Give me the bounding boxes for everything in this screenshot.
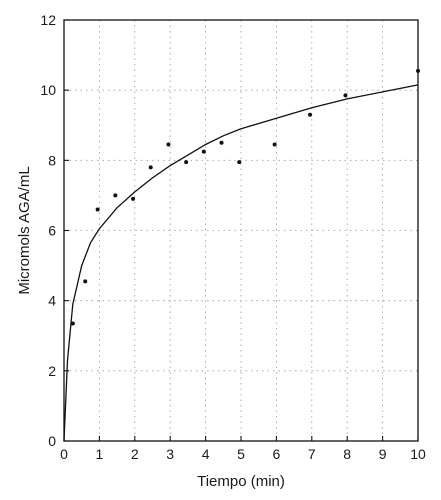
data-point — [95, 207, 100, 212]
y-tick-label: 4 — [48, 293, 56, 309]
plot-frame — [63, 19, 419, 442]
x-tick-label: 1 — [96, 446, 104, 462]
y-tick-label: 12 — [40, 12, 56, 28]
x-tick-label: 3 — [166, 446, 174, 462]
y-tick-label: 2 — [48, 363, 56, 379]
data-point — [184, 160, 189, 165]
data-point — [416, 68, 420, 73]
data-point — [201, 149, 206, 154]
x-tick-label: 4 — [202, 446, 210, 462]
x-tick-label: 7 — [308, 446, 316, 462]
fit-curve — [63, 84, 419, 442]
x-tick-label: 10 — [410, 446, 426, 462]
data-point — [113, 193, 118, 198]
x-tick-label: 2 — [131, 446, 139, 462]
data-point — [131, 196, 136, 201]
x-tick-label: 0 — [60, 446, 68, 462]
data-point — [308, 112, 313, 117]
y-tick-label: 6 — [48, 223, 56, 239]
x-tick-label: 8 — [343, 446, 351, 462]
y-tick-label: 0 — [48, 433, 56, 449]
y-tick-label: 8 — [48, 152, 56, 168]
grid — [64, 20, 418, 441]
x-tick-label: 9 — [379, 446, 387, 462]
data-point — [83, 279, 88, 284]
data-point — [166, 142, 171, 147]
x-tick-label: 6 — [273, 446, 281, 462]
y-axis-title: Micromols AGA/mL — [16, 166, 33, 294]
data-point — [70, 321, 75, 326]
data-point — [343, 93, 348, 98]
data-point — [272, 142, 277, 147]
data-point — [219, 140, 224, 145]
x-tick-label: 5 — [237, 446, 245, 462]
data-points — [70, 68, 420, 326]
data-point — [148, 165, 153, 170]
y-tick-label: 10 — [40, 82, 56, 98]
data-point — [237, 160, 242, 165]
x-axis-title: Tiempo (min) — [197, 473, 285, 490]
